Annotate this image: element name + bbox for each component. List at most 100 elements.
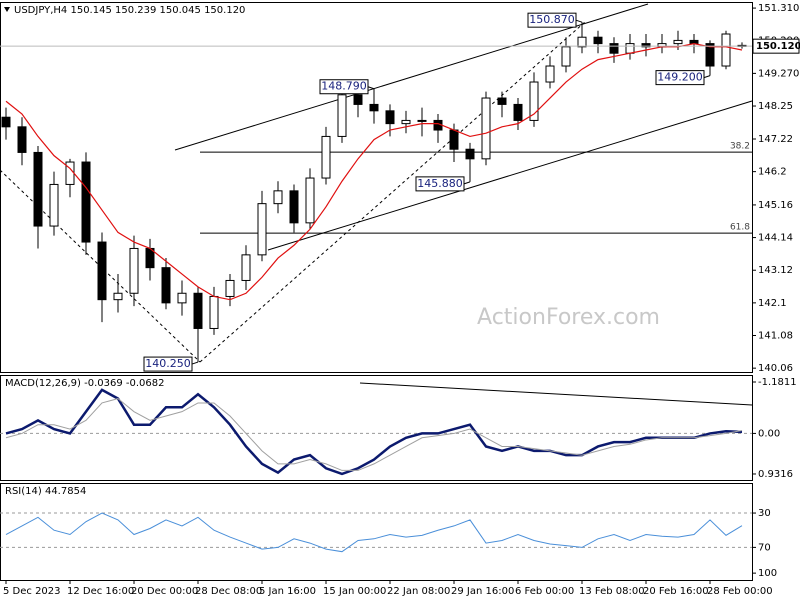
macd-panel [0,375,753,481]
x-tick-label: 5 Jan 16:00 [259,586,316,597]
candle-body [337,94,347,137]
candle-body [609,43,619,54]
candle-body [353,94,363,105]
indicator-line [5,512,743,553]
y-tick-label: 70 [758,542,771,553]
indicator-line [5,398,743,471]
x-tick-label: 13 Feb 08:00 [579,586,645,597]
candle-body [705,43,715,67]
y-tick-label: 146.2 [758,167,787,178]
candle-body [561,46,571,67]
x-tick-label: 5 Dec 2023 [3,586,61,597]
x-tick-label: 20 Feb 16:00 [643,586,709,597]
candle-body [17,126,27,153]
candle-body [193,292,203,329]
candle-body [241,254,251,281]
candle-body [273,190,283,205]
macd-title: MACD(12,26,9) -0.0369 -0.0682 [5,378,165,389]
title-icon [4,7,10,12]
candle-body [289,190,299,224]
candle-body [577,36,587,48]
candle-body [209,295,219,329]
y-tick-label: -1.1811 [758,377,797,388]
last-price-label: 150.120 [756,41,800,52]
candle-body [1,116,11,128]
x-tick-label: 29 Jan 16:00 [451,586,514,597]
candle-body [513,103,523,121]
x-tick-label: 12 Dec 16:00 [67,586,134,597]
y-tick-label: 0.9316 [758,469,793,480]
channel-top [174,3,649,151]
y-tick-label: 142.1 [758,298,787,309]
price-title: USDJPY,H4 150.145 150.239 150.045 150.12… [14,5,245,16]
candle-body [449,129,459,150]
channel-bottom [267,100,753,251]
annotation-leader [463,181,471,185]
candle-body [545,65,555,83]
x-tick-label: 28 Dec 08:00 [195,586,262,597]
x-tick-label: 6 Feb 00:00 [515,586,574,597]
candle-body [721,33,731,67]
candle-body [401,119,411,125]
fib-label: 38.2 [730,142,750,152]
candle-body [49,183,59,227]
annotation-label: 148.790 [321,80,367,93]
candle-body [97,241,107,301]
moving-average [5,42,743,301]
candle-body [33,151,43,227]
y-tick-label: 144.14 [758,233,793,244]
rsi-panel [0,483,753,581]
y-tick-label: 148.25 [758,101,793,112]
y-tick-label: 140.06 [758,363,793,374]
annotation-label: 140.250 [145,357,191,370]
candle-body [673,39,683,45]
x-tick-label: 15 Jan 00:00 [323,586,386,597]
candle-body [129,247,139,294]
y-tick-label: 151.310 [758,3,799,14]
candle-body [369,103,379,112]
annotation-label: 150.870 [529,13,575,26]
annotation-leader [367,86,375,90]
y-tick-label: 0.00 [758,428,780,439]
y-tick-label: 149.270 [758,68,799,79]
annotation-label: 149.200 [657,71,703,84]
annotation-leader [575,19,583,23]
y-tick-label: 100 [758,568,777,579]
rsi-title: RSI(14) 44.7854 [5,486,86,497]
x-tick-label: 20 Dec 00:00 [131,586,198,597]
candle-body [113,292,123,301]
candle-body [465,148,475,160]
watermark: ActionForex.com [477,305,660,330]
candle-body [225,279,235,297]
y-tick-label: 143.12 [758,265,793,276]
macd-trendline [359,382,753,406]
candle-body [641,43,651,48]
candle-body [305,177,315,224]
candle-body [593,36,603,45]
fib-swing-line [199,21,586,363]
candle-body [65,161,75,185]
price-panel [0,2,753,373]
x-tick-label: 28 Feb 00:00 [707,586,773,597]
x-tick-label: 22 Jan 08:00 [387,586,450,597]
candle-body [625,43,635,54]
fib-label: 61.8 [730,223,750,233]
candle-body [529,81,539,121]
y-tick-label: 147.22 [758,134,793,145]
candle-body [81,161,91,243]
y-tick-label: 30 [758,508,771,519]
candle-body [417,119,427,122]
candle-body [257,203,267,256]
candle-body [161,267,171,304]
annotation-leader [191,361,199,365]
last-price-box [752,38,800,54]
candle-body [321,135,331,179]
candle-body [385,110,395,125]
candle-body [497,97,507,105]
y-tick-label: 145.16 [758,200,793,211]
y-tick-label: 141.08 [758,331,793,342]
indicator-line [5,388,743,476]
candle-body [481,97,491,160]
